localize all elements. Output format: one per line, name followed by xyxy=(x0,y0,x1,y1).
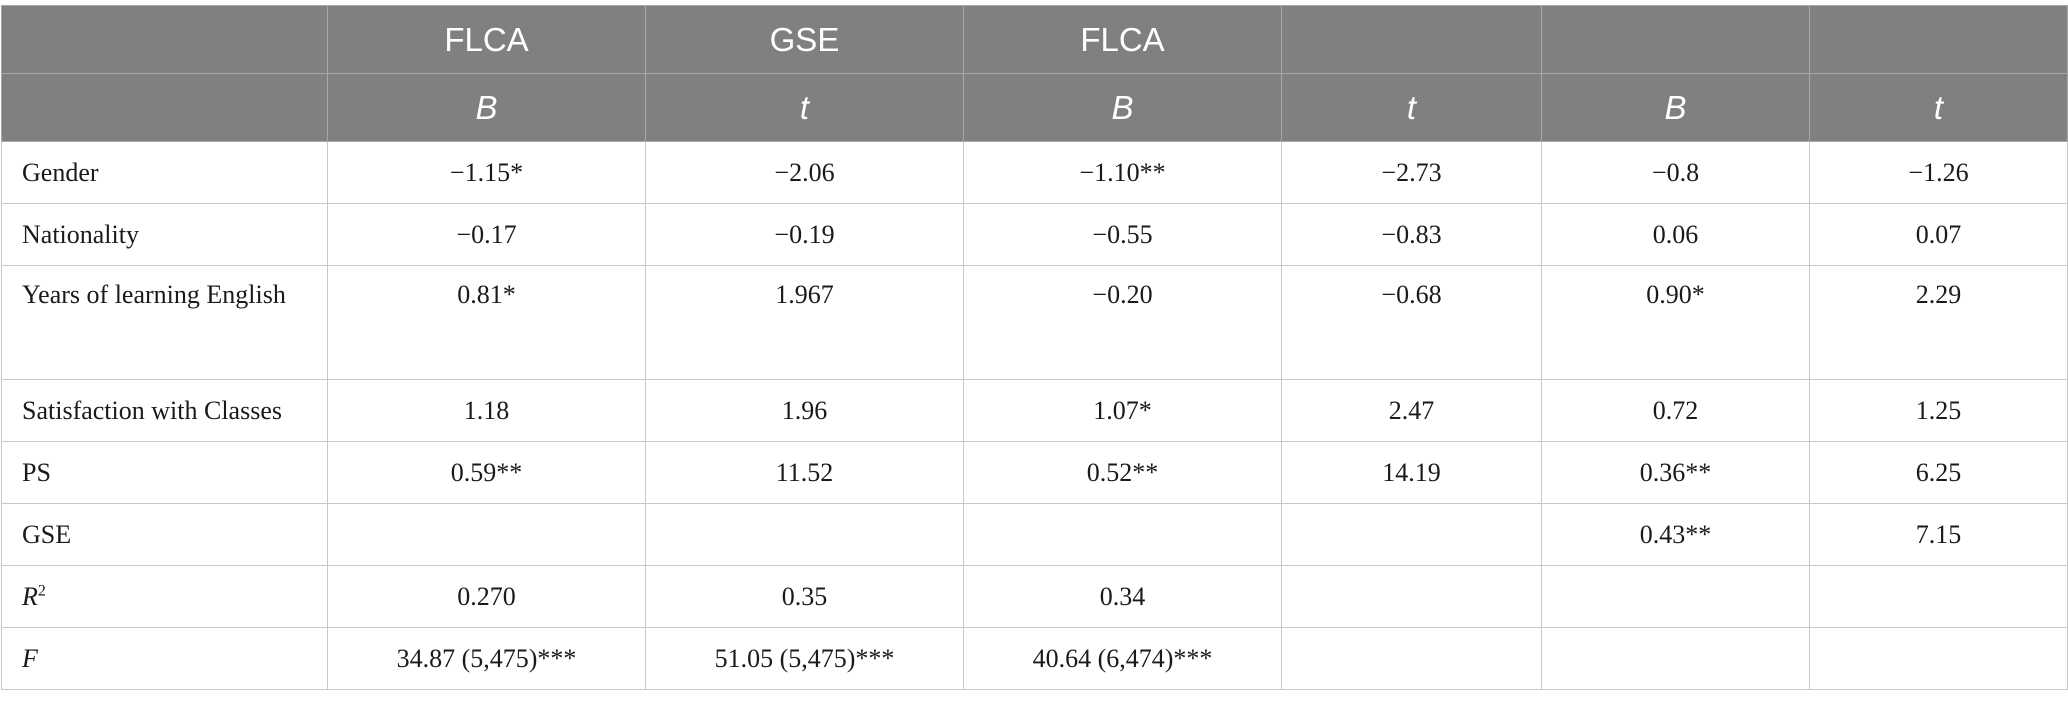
superscript: 2 xyxy=(37,581,46,599)
header-cell: B xyxy=(327,73,646,142)
table-cell: −2.06 xyxy=(645,141,964,204)
table-row: Satisfaction with Classes 1.18 1.96 1.07… xyxy=(1,379,2068,442)
header-cell xyxy=(1,5,328,74)
header-cell xyxy=(1,73,328,142)
regression-table: FLCA GSE FLCA B t B t B t Gender −1.15* … xyxy=(1,5,2068,690)
table-row: F 34.87 (5,475)*** 51.05 (5,475)*** 40.6… xyxy=(1,627,2068,690)
table-cell: −2.73 xyxy=(1281,141,1542,204)
row-label: GSE xyxy=(1,503,328,566)
table-cell: −0.17 xyxy=(327,203,646,266)
table-cell: 11.52 xyxy=(645,441,964,504)
table-cell: 14.19 xyxy=(1281,441,1542,504)
table-cell xyxy=(963,503,1282,566)
row-label: R2 xyxy=(1,565,328,628)
table-cell: −0.68 xyxy=(1281,265,1542,380)
table-cell: −0.19 xyxy=(645,203,964,266)
table-cell: 0.35 xyxy=(645,565,964,628)
table-cell: −1.26 xyxy=(1809,141,2068,204)
table-cell: 0.34 xyxy=(963,565,1282,628)
header-cell: FLCA xyxy=(327,5,646,74)
row-label: PS xyxy=(1,441,328,504)
table-cell: 1.18 xyxy=(327,379,646,442)
table-cell: 1.25 xyxy=(1809,379,2068,442)
table-cell: 0.06 xyxy=(1541,203,1810,266)
table-cell: −1.15* xyxy=(327,141,646,204)
table-cell: −0.83 xyxy=(1281,203,1542,266)
table-cell: 6.25 xyxy=(1809,441,2068,504)
table-cell xyxy=(645,503,964,566)
table-cell: 1.07* xyxy=(963,379,1282,442)
table-cell: 0.59** xyxy=(327,441,646,504)
header-cell: GSE xyxy=(645,5,964,74)
table-cell xyxy=(1281,565,1542,628)
table-cell: 0.43** xyxy=(1541,503,1810,566)
r-symbol: R xyxy=(22,581,38,611)
table-row: R2 0.270 0.35 0.34 xyxy=(1,565,2068,628)
header-cell: B xyxy=(963,73,1282,142)
header-cell: t xyxy=(645,73,964,142)
table-cell: 1.96 xyxy=(645,379,964,442)
row-label: Satisfaction with Classes xyxy=(1,379,328,442)
table-cell: −1.10** xyxy=(963,141,1282,204)
table-cell: 40.64 (6,474)*** xyxy=(963,627,1282,690)
table-row: GSE 0.43** 7.15 xyxy=(1,503,2068,566)
table-cell xyxy=(1281,627,1542,690)
table-cell: 0.72 xyxy=(1541,379,1810,442)
table-cell xyxy=(1809,627,2068,690)
row-label: F xyxy=(1,627,328,690)
header-row-models: FLCA GSE FLCA xyxy=(1,5,2068,74)
header-cell: t xyxy=(1809,73,2068,142)
table-cell xyxy=(1809,565,2068,628)
header-cell: t xyxy=(1281,73,1542,142)
header-row-stats: B t B t B t xyxy=(1,73,2068,142)
table-cell: −0.8 xyxy=(1541,141,1810,204)
header-cell xyxy=(1281,5,1542,74)
table-cell: −0.20 xyxy=(963,265,1282,380)
table-cell: 0.90* xyxy=(1541,265,1810,380)
table-row: Nationality −0.17 −0.19 −0.55 −0.83 0.06… xyxy=(1,203,2068,266)
table-cell: 0.07 xyxy=(1809,203,2068,266)
table-cell: 0.36** xyxy=(1541,441,1810,504)
table-cell: 2.29 xyxy=(1809,265,2068,380)
header-cell: B xyxy=(1541,73,1810,142)
table-cell xyxy=(327,503,646,566)
table-cell: 2.47 xyxy=(1281,379,1542,442)
f-symbol: F xyxy=(22,643,38,673)
row-label: Years of learning English xyxy=(1,265,328,380)
table-cell: 51.05 (5,475)*** xyxy=(645,627,964,690)
row-label: Nationality xyxy=(1,203,328,266)
table-row: PS 0.59** 11.52 0.52** 14.19 0.36** 6.25 xyxy=(1,441,2068,504)
table-cell: 34.87 (5,475)*** xyxy=(327,627,646,690)
table-cell: 0.81* xyxy=(327,265,646,380)
table-cell: 1.967 xyxy=(645,265,964,380)
header-cell xyxy=(1541,5,1810,74)
table-cell xyxy=(1541,565,1810,628)
table-row: Gender −1.15* −2.06 −1.10** −2.73 −0.8 −… xyxy=(1,141,2068,204)
header-cell: FLCA xyxy=(963,5,1282,74)
table-cell: 0.270 xyxy=(327,565,646,628)
table-cell: 0.52** xyxy=(963,441,1282,504)
table-cell: 7.15 xyxy=(1809,503,2068,566)
table-cell: −0.55 xyxy=(963,203,1282,266)
table-row: Years of learning English 0.81* 1.967 −0… xyxy=(1,265,2068,380)
table-cell xyxy=(1541,627,1810,690)
header-cell xyxy=(1809,5,2068,74)
table-cell xyxy=(1281,503,1542,566)
row-label: Gender xyxy=(1,141,328,204)
